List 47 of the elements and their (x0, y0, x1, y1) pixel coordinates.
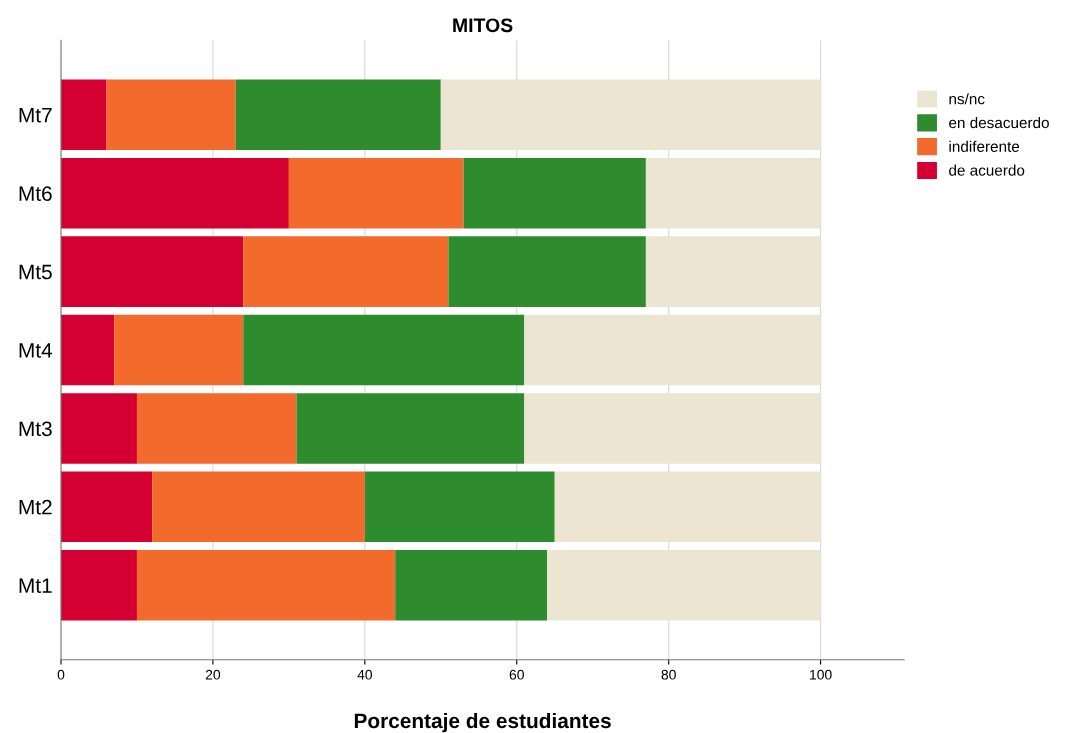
x-tick-label: 40 (357, 669, 373, 680)
x-tick-label: 80 (661, 669, 676, 680)
bar (60, 236, 244, 307)
bar (114, 314, 244, 386)
chart-title: MITOS (453, 18, 513, 33)
bar (395, 549, 548, 621)
y-tick-label: Mt1 (19, 578, 52, 593)
bar (136, 393, 297, 464)
bar (106, 79, 236, 151)
bar (524, 393, 821, 464)
y-tick-label: Mt7 (19, 108, 52, 123)
bar (136, 549, 396, 621)
y-tick-label: Mt5 (19, 264, 52, 280)
bar (60, 549, 137, 621)
bar (60, 393, 137, 464)
bar (60, 471, 153, 543)
bar (524, 314, 821, 386)
x-tick-label: 60 (509, 669, 524, 680)
bar (547, 549, 821, 621)
bar (60, 79, 107, 151)
bar (288, 157, 464, 229)
legend-label: ns/nc (949, 93, 985, 105)
bar (152, 471, 365, 543)
legend-label: en desacuerdo (949, 116, 1049, 129)
bar (554, 471, 821, 543)
y-tick-label: Mt2 (19, 499, 52, 515)
bar (60, 314, 115, 386)
y-tick-label: Mt6 (19, 186, 52, 201)
bar (364, 471, 555, 543)
x-axis-title: Porcentaje de estudiantes (354, 712, 611, 733)
y-tick-label: Mt4 (19, 343, 53, 358)
legend-label: indiferente (949, 140, 1020, 152)
x-tick-label: 20 (205, 669, 221, 680)
legend-label: de acuerdo (949, 164, 1025, 176)
bar (440, 79, 821, 151)
bar (448, 236, 646, 307)
bar (645, 157, 821, 229)
x-tick-label: 0 (57, 669, 65, 680)
bar (60, 157, 289, 229)
bar (243, 236, 449, 307)
bar (463, 157, 646, 229)
bar (235, 79, 441, 151)
x-tick-label: 100 (810, 669, 832, 680)
bar (645, 236, 821, 307)
bar (296, 393, 525, 464)
y-tick-label: Mt3 (19, 421, 52, 437)
bar (243, 314, 525, 386)
